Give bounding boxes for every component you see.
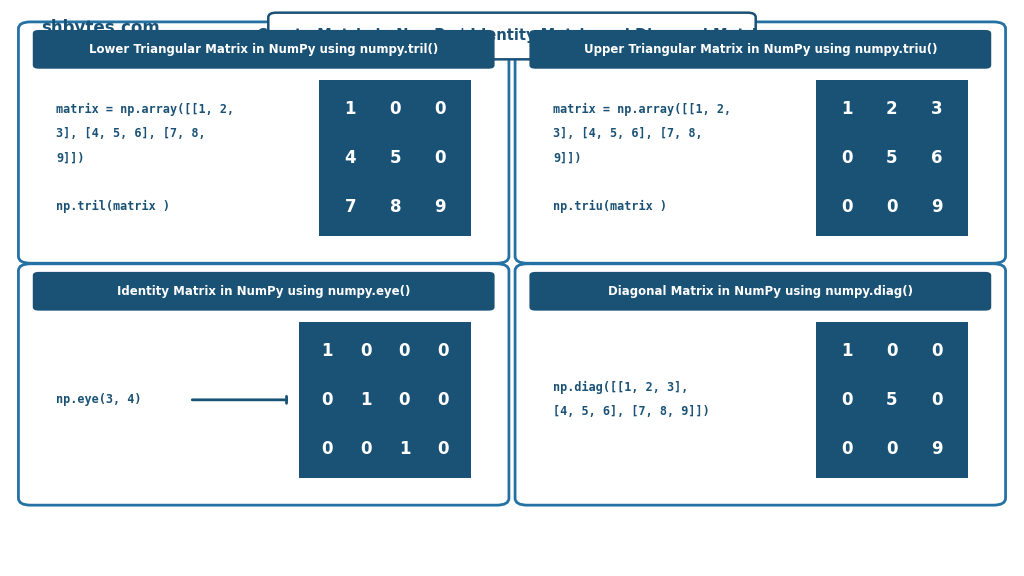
Text: 1: 1 [841, 342, 853, 360]
Text: Lower Triangular Matrix in NumPy using numpy.tril(): Lower Triangular Matrix in NumPy using n… [89, 43, 438, 56]
Text: 0: 0 [398, 391, 411, 409]
FancyBboxPatch shape [515, 264, 1006, 505]
FancyBboxPatch shape [18, 264, 509, 505]
Text: 5: 5 [389, 149, 401, 167]
Text: Identity Matrix in NumPy using numpy.eye(): Identity Matrix in NumPy using numpy.eye… [117, 285, 411, 298]
Text: 0: 0 [841, 440, 853, 458]
Text: 0: 0 [434, 149, 446, 167]
Text: np.eye(3, 4): np.eye(3, 4) [56, 393, 141, 406]
Text: Create Matrix in NumPy | Identity Matrix and Diagonal Matrix: Create Matrix in NumPy | Identity Matrix… [257, 28, 767, 44]
Text: 0: 0 [841, 391, 853, 409]
Text: 0: 0 [437, 440, 450, 458]
Text: 6: 6 [931, 149, 943, 167]
Text: 3: 3 [931, 100, 943, 118]
FancyBboxPatch shape [515, 22, 1006, 263]
FancyBboxPatch shape [299, 322, 471, 478]
Text: 7: 7 [344, 198, 356, 216]
FancyBboxPatch shape [319, 80, 471, 236]
FancyBboxPatch shape [33, 272, 495, 310]
Text: 1: 1 [841, 100, 853, 118]
Text: 0: 0 [398, 342, 411, 360]
Text: 0: 0 [389, 100, 401, 118]
FancyBboxPatch shape [816, 80, 968, 236]
Text: 0: 0 [841, 149, 853, 167]
Text: 0: 0 [437, 391, 450, 409]
Text: 0: 0 [359, 342, 372, 360]
Text: 0: 0 [434, 100, 446, 118]
Text: 1: 1 [359, 391, 372, 409]
FancyBboxPatch shape [18, 22, 509, 263]
Text: 0: 0 [841, 198, 853, 216]
Text: np.triu(matrix ): np.triu(matrix ) [553, 200, 667, 213]
Text: shbytes.com: shbytes.com [41, 20, 160, 37]
Text: 3], [4, 5, 6], [7, 8,: 3], [4, 5, 6], [7, 8, [553, 127, 702, 140]
Text: 1: 1 [321, 342, 333, 360]
FancyBboxPatch shape [529, 30, 991, 69]
Text: 9: 9 [434, 198, 446, 216]
Text: 8: 8 [389, 198, 401, 216]
Text: 0: 0 [886, 342, 898, 360]
Text: 0: 0 [886, 440, 898, 458]
Text: np.tril(matrix ): np.tril(matrix ) [56, 200, 170, 213]
Text: 0: 0 [321, 391, 333, 409]
Text: 0: 0 [886, 198, 898, 216]
Text: 0: 0 [437, 342, 450, 360]
Text: 3], [4, 5, 6], [7, 8,: 3], [4, 5, 6], [7, 8, [56, 127, 206, 140]
Text: 9]]): 9]]) [56, 151, 85, 164]
FancyBboxPatch shape [33, 30, 495, 69]
Text: matrix = np.array([[1, 2,: matrix = np.array([[1, 2, [553, 103, 731, 116]
Text: 0: 0 [931, 391, 943, 409]
Text: 5: 5 [886, 391, 898, 409]
Text: np.diag([[1, 2, 3],: np.diag([[1, 2, 3], [553, 381, 688, 395]
Text: 2: 2 [886, 100, 898, 118]
Text: 9]]): 9]]) [553, 151, 582, 164]
Text: 1: 1 [398, 440, 411, 458]
Text: 0: 0 [931, 342, 943, 360]
Text: Diagonal Matrix in NumPy using numpy.diag(): Diagonal Matrix in NumPy using numpy.dia… [608, 285, 912, 298]
Text: matrix = np.array([[1, 2,: matrix = np.array([[1, 2, [56, 103, 234, 116]
FancyBboxPatch shape [268, 13, 756, 59]
Text: 9: 9 [931, 440, 943, 458]
Text: 4: 4 [344, 149, 356, 167]
Text: 1: 1 [344, 100, 356, 118]
Text: [4, 5, 6], [7, 8, 9]]): [4, 5, 6], [7, 8, 9]]) [553, 406, 710, 418]
FancyBboxPatch shape [529, 272, 991, 310]
Text: 9: 9 [931, 198, 943, 216]
Text: 0: 0 [359, 440, 372, 458]
Text: 5: 5 [886, 149, 898, 167]
Text: 0: 0 [321, 440, 333, 458]
Text: Upper Triangular Matrix in NumPy using numpy.triu(): Upper Triangular Matrix in NumPy using n… [584, 43, 937, 56]
FancyBboxPatch shape [816, 322, 968, 478]
